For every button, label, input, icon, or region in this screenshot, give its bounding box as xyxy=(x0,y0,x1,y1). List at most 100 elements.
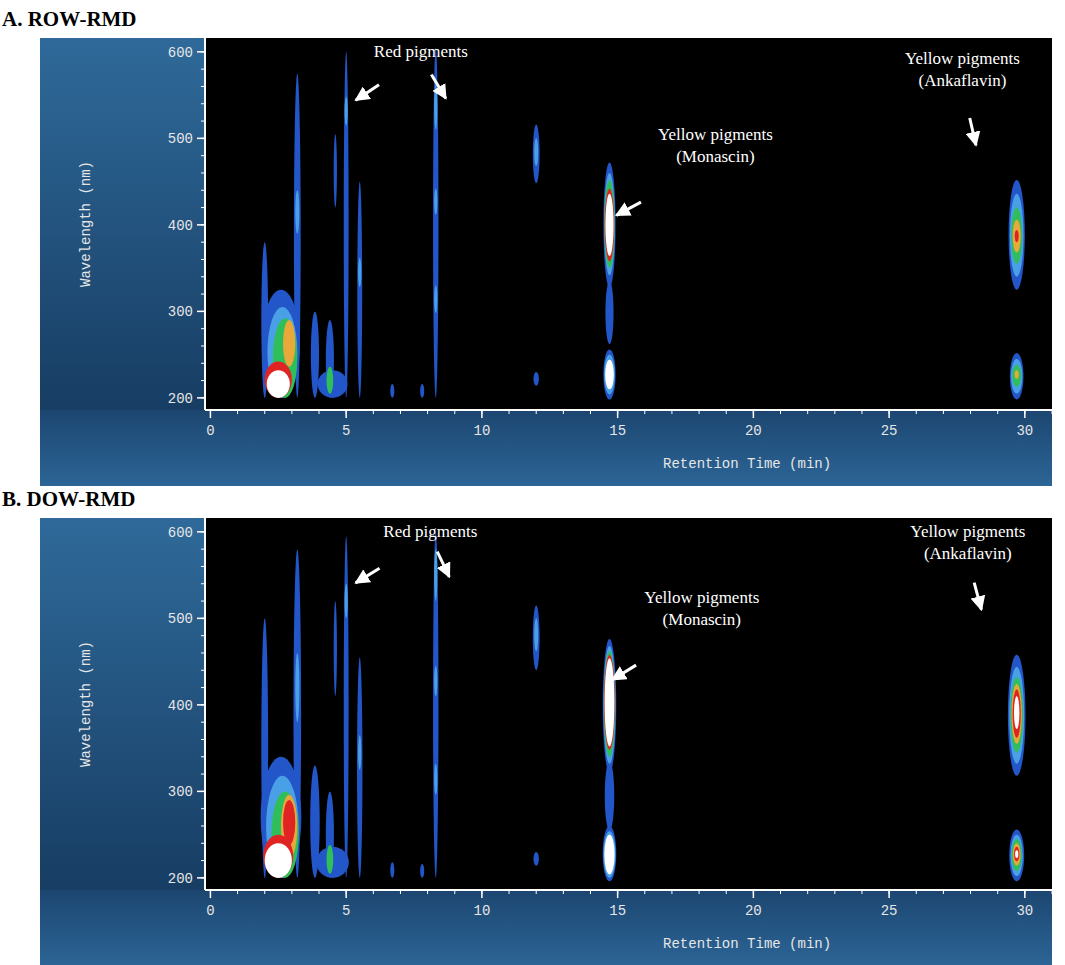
contour-cell xyxy=(433,48,438,398)
x-minor-tick xyxy=(237,890,238,894)
contour-cell xyxy=(603,831,615,878)
contour-cell xyxy=(390,384,394,398)
contour-cell xyxy=(344,536,349,878)
y-minor-tick xyxy=(201,549,205,550)
contour-cell xyxy=(433,532,438,878)
y-tick-label: 300 xyxy=(168,784,193,800)
y-minor-tick xyxy=(201,774,205,775)
y-tick xyxy=(197,618,205,620)
x-minor-tick xyxy=(726,890,727,894)
x-minor-tick xyxy=(699,890,700,894)
x-axis-title: Retention Time (min) xyxy=(663,936,831,952)
x-minor-tick xyxy=(427,410,428,414)
contour-cell xyxy=(345,584,348,619)
y-minor-tick xyxy=(201,363,205,364)
x-minor-tick xyxy=(780,890,781,894)
contour-cell xyxy=(334,134,337,208)
cells xyxy=(261,48,1025,400)
x-tick-label: 0 xyxy=(206,903,214,919)
x-axis-line xyxy=(205,889,1052,891)
x-tick-label: 15 xyxy=(609,423,626,439)
x-tick-label: 10 xyxy=(473,423,490,439)
contour-cell xyxy=(603,826,617,881)
y-tick-label: 600 xyxy=(168,525,193,541)
contour-cell xyxy=(434,764,437,795)
y-axis-title: Wavelength (nm) xyxy=(78,641,94,767)
x-tick xyxy=(481,890,483,898)
axis-band xyxy=(40,890,1052,965)
contour-cell xyxy=(265,362,292,398)
x-tick xyxy=(1024,890,1026,898)
x-minor-tick xyxy=(671,410,672,414)
y-minor-tick xyxy=(201,86,205,87)
annotation: Yellow pigments xyxy=(658,125,773,144)
x-minor-tick xyxy=(1052,890,1053,894)
y-tick xyxy=(197,531,205,533)
contour-cell xyxy=(1011,208,1022,264)
contour-cell xyxy=(1012,365,1021,387)
x-minor-tick xyxy=(943,890,944,894)
contour-cell xyxy=(604,655,615,750)
x-minor-tick xyxy=(563,890,564,894)
x-tick xyxy=(617,890,619,898)
contour-cell xyxy=(1010,677,1022,752)
y-tick xyxy=(197,397,205,399)
annotation-arrow xyxy=(616,202,641,215)
contour-cell xyxy=(533,852,538,866)
x-tick xyxy=(617,410,619,418)
axis-band xyxy=(40,518,205,890)
contour-cell xyxy=(357,182,362,398)
y-tick-label: 200 xyxy=(168,871,193,887)
contour-cell xyxy=(1009,829,1024,881)
x-tick xyxy=(888,410,890,418)
x-minor-tick xyxy=(373,410,374,414)
y-minor-tick xyxy=(201,739,205,740)
y-minor-tick xyxy=(201,722,205,723)
contour-cell xyxy=(267,307,297,398)
contour-cell xyxy=(1013,689,1021,737)
contour-cell xyxy=(604,355,615,395)
y-minor-tick xyxy=(201,328,205,329)
annotation: Red pigments xyxy=(383,522,477,541)
x-minor-tick xyxy=(454,410,455,414)
contour-cell xyxy=(603,639,617,772)
x-minor-tick xyxy=(997,410,998,414)
y-minor-tick xyxy=(201,207,205,208)
contour-cell xyxy=(295,190,299,233)
x-tick-label: 30 xyxy=(1016,423,1033,439)
contour-cell xyxy=(434,85,437,130)
cells xyxy=(261,532,1026,882)
x-minor-tick xyxy=(970,890,971,894)
contour-cell xyxy=(534,618,538,651)
x-minor-tick xyxy=(671,890,672,894)
panel: A. ROW-RMD051015202530200300400500600Ret… xyxy=(2,7,1052,486)
panel-title: A. ROW-RMD xyxy=(2,7,137,31)
contour-cell xyxy=(605,189,615,262)
annotation: (Ankaflavin) xyxy=(924,544,1012,563)
y-axis-title: Wavelength (nm) xyxy=(78,161,94,287)
y-minor-tick xyxy=(201,242,205,243)
contour-cell xyxy=(534,138,538,166)
y-minor-tick xyxy=(201,635,205,636)
y-axis-line xyxy=(204,518,206,890)
x-minor-tick xyxy=(943,410,944,414)
plot-area xyxy=(205,518,1052,890)
contour-cell xyxy=(1014,847,1019,862)
x-minor-tick xyxy=(563,410,564,414)
x-minor-tick xyxy=(319,410,320,414)
x-minor-tick xyxy=(997,890,998,894)
x-tick-label: 25 xyxy=(881,423,898,439)
x-minor-tick xyxy=(536,890,537,894)
x-tick-label: 15 xyxy=(609,903,626,919)
y-tick-label: 500 xyxy=(168,611,193,627)
contour-cell xyxy=(604,180,614,268)
contour-cell xyxy=(1015,370,1019,379)
annotation: (Ankaflavin) xyxy=(919,71,1007,90)
contour-cell xyxy=(263,835,293,878)
y-minor-tick xyxy=(201,583,205,584)
y-minor-tick xyxy=(201,190,205,191)
x-tick-label: 5 xyxy=(342,423,350,439)
annotation: Yellow pigments xyxy=(910,522,1025,541)
contour-cell xyxy=(434,549,437,601)
y-minor-tick xyxy=(201,155,205,156)
